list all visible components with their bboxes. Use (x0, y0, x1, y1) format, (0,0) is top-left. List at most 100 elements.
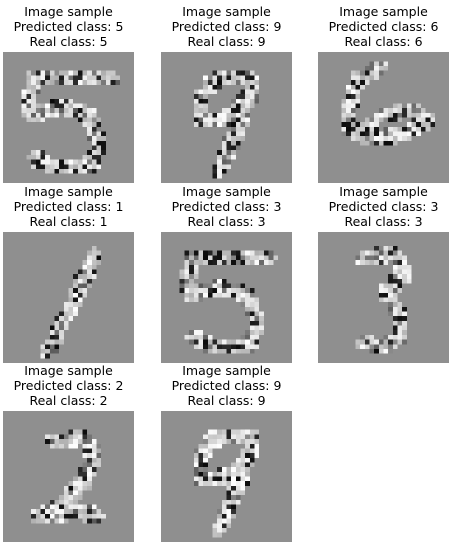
pixel (203, 108, 208, 113)
pixel (416, 117, 421, 123)
pixel (231, 344, 236, 349)
pixel (54, 339, 60, 345)
pixel (235, 495, 241, 500)
pixel (68, 513, 74, 519)
pixel (355, 136, 361, 141)
pixel (388, 306, 393, 312)
pixel (364, 334, 370, 340)
pixel (235, 122, 241, 127)
pixel (68, 509, 74, 514)
pixel (392, 250, 398, 256)
pixel (54, 499, 60, 505)
pixel (231, 145, 236, 151)
pixel (26, 117, 32, 123)
pixel (360, 250, 365, 256)
pixel (350, 117, 356, 123)
pixel (82, 168, 88, 174)
pixel (406, 131, 412, 137)
pixel (40, 117, 46, 123)
pixel (217, 70, 222, 76)
pixel (221, 434, 227, 440)
pixel (59, 495, 64, 500)
pixel (341, 112, 347, 118)
pixel (254, 80, 260, 85)
pixel (203, 457, 208, 463)
pixel (226, 108, 232, 113)
pixel (388, 117, 393, 123)
pixel (388, 126, 393, 132)
pixel (63, 443, 69, 449)
pixel (87, 504, 92, 510)
pixel (82, 509, 88, 514)
pixel (226, 499, 232, 505)
pixel (63, 103, 69, 109)
pixel (231, 471, 236, 477)
pixel (402, 136, 407, 141)
pixel (364, 260, 370, 265)
pixel (364, 126, 370, 132)
pixel (96, 260, 102, 265)
pixel (259, 325, 264, 331)
pixel (341, 108, 347, 113)
pixel (82, 439, 88, 444)
pixel (87, 448, 92, 454)
pixel (63, 302, 69, 307)
pixel (346, 117, 351, 123)
pixel (40, 164, 46, 169)
pixel (49, 325, 55, 331)
pixel (193, 292, 199, 298)
pixel (392, 260, 398, 265)
pixel (73, 292, 78, 298)
pixel (87, 434, 92, 440)
digit-pixels (318, 52, 449, 183)
pixel (249, 334, 255, 340)
pixel (31, 84, 36, 90)
pixel (254, 75, 260, 81)
pixel (231, 126, 236, 132)
pixel (374, 112, 379, 118)
real-class-label: Real class: 2 (29, 393, 108, 408)
pixel (73, 429, 78, 435)
pixel (226, 471, 232, 477)
pixel (35, 70, 41, 76)
pixel (221, 499, 227, 505)
pixel (383, 297, 389, 303)
pixel (350, 80, 356, 85)
digit-image (3, 232, 134, 363)
pixel (240, 112, 246, 118)
pixel (68, 168, 74, 174)
pixel (184, 250, 190, 256)
pixel (231, 288, 236, 293)
pixel (235, 467, 241, 472)
sample-caption: Image sample Predicted class: 9 Real cla… (141, 363, 312, 408)
pixel (68, 485, 74, 491)
pixel (68, 481, 74, 486)
pixel (217, 523, 222, 528)
pixel (87, 164, 92, 169)
pixel (91, 80, 97, 85)
pixel (193, 476, 199, 482)
pixel (82, 264, 88, 270)
pixel (240, 89, 246, 95)
pixel (198, 108, 204, 113)
pixel (259, 330, 264, 335)
pixel (73, 311, 78, 317)
pixel (360, 122, 365, 127)
pixel (212, 283, 218, 289)
pixel (420, 117, 426, 123)
pixel (355, 80, 361, 85)
pixel (63, 518, 69, 524)
pixel (212, 255, 218, 261)
pixel (73, 504, 78, 510)
pixel (378, 292, 384, 298)
pixel (231, 513, 236, 519)
pixel (31, 94, 36, 99)
pixel (245, 260, 250, 265)
pixel (217, 443, 222, 449)
pixel (235, 476, 241, 482)
pixel (54, 443, 60, 449)
pixel (245, 334, 250, 340)
pixel (189, 339, 194, 345)
sample-caption: Image sample Predicted class: 5 Real cla… (0, 4, 154, 49)
pixel (82, 476, 88, 482)
